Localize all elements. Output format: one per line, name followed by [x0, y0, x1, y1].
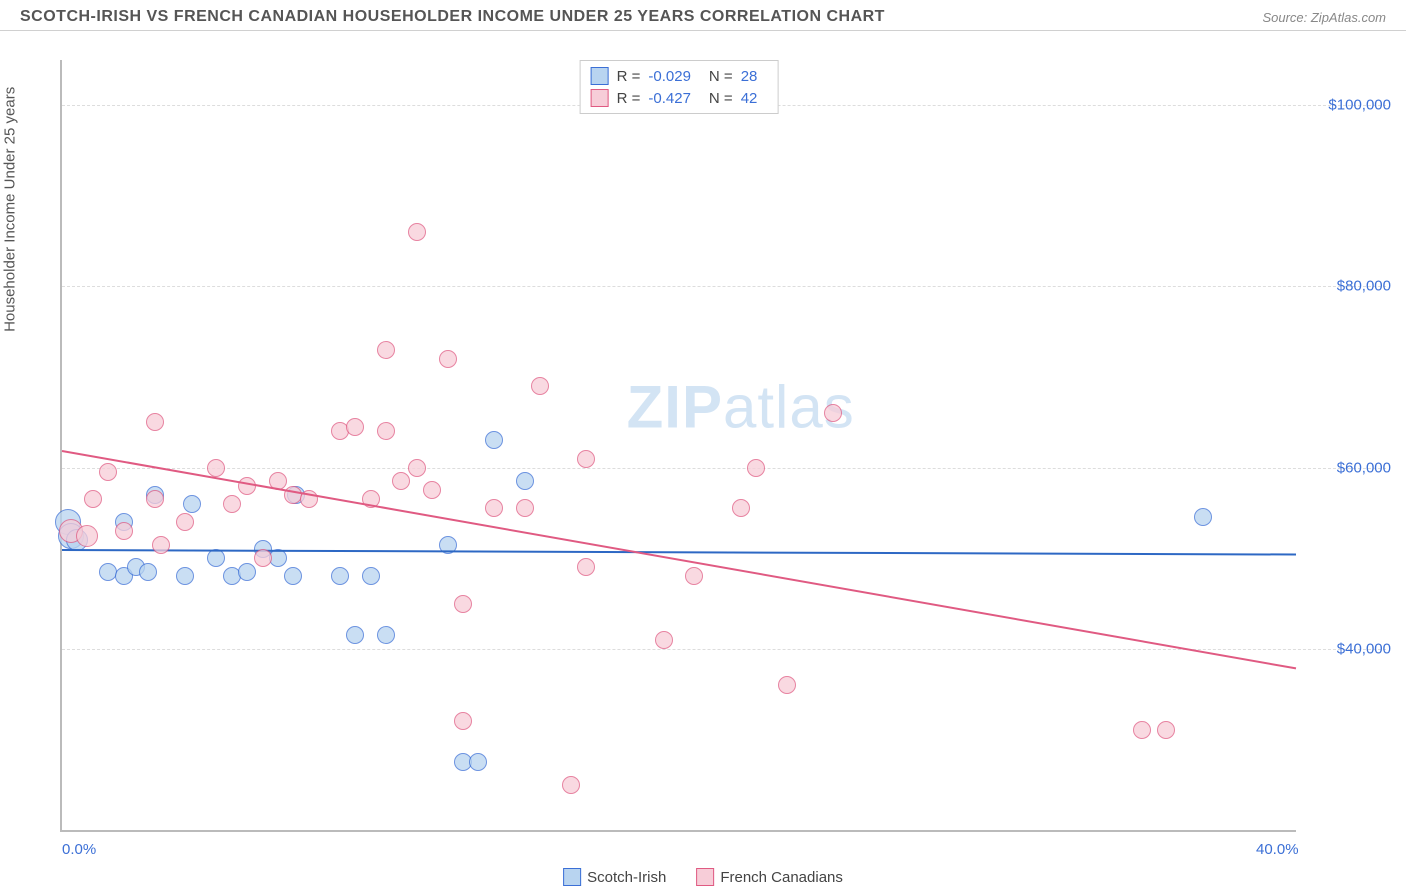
swatch-series-1	[591, 67, 609, 85]
y-axis-label: Householder Income Under 25 years	[2, 87, 19, 332]
scatter-point	[115, 522, 133, 540]
stats-row-1: R = -0.029 N = 28	[591, 65, 768, 87]
scatter-point	[577, 450, 595, 468]
scatter-point	[146, 413, 164, 431]
scatter-point	[284, 567, 302, 585]
scatter-point	[408, 223, 426, 241]
scatter-point	[207, 549, 225, 567]
stat-n-value-2: 42	[741, 90, 758, 107]
scatter-point	[562, 776, 580, 794]
scatter-point	[408, 459, 426, 477]
legend-label-2: French Canadians	[720, 869, 843, 886]
y-tick-label: $40,000	[1306, 640, 1391, 657]
scatter-point	[531, 377, 549, 395]
y-tick-label: $80,000	[1306, 278, 1391, 295]
scatter-point	[454, 712, 472, 730]
scatter-point	[485, 499, 503, 517]
scatter-point	[176, 513, 194, 531]
gridline	[62, 468, 1386, 469]
scatter-point	[655, 631, 673, 649]
scatter-point	[377, 422, 395, 440]
stats-legend: R = -0.029 N = 28 R = -0.427 N = 42	[580, 60, 779, 114]
scatter-point	[223, 495, 241, 513]
scatter-point	[1133, 721, 1151, 739]
scatter-point	[778, 676, 796, 694]
scatter-point	[346, 626, 364, 644]
x-tick-label: 40.0%	[1256, 841, 1299, 858]
scatter-point	[1157, 721, 1175, 739]
stats-row-2: R = -0.427 N = 42	[591, 87, 768, 109]
y-tick-label: $100,000	[1306, 97, 1391, 114]
scatter-point	[747, 459, 765, 477]
chart-area: Householder Income Under 25 years ZIPatl…	[20, 40, 1396, 852]
y-tick-label: $60,000	[1306, 459, 1391, 476]
legend-item-2: French Canadians	[696, 868, 843, 886]
scatter-point	[732, 499, 750, 517]
legend-label-1: Scotch-Irish	[587, 869, 666, 886]
scatter-point	[176, 567, 194, 585]
x-tick-label: 0.0%	[62, 841, 96, 858]
stat-r-label-2: R =	[617, 90, 641, 107]
legend-item-1: Scotch-Irish	[563, 868, 666, 886]
scatter-point	[84, 490, 102, 508]
header: SCOTCH-IRISH VS FRENCH CANADIAN HOUSEHOL…	[0, 0, 1406, 31]
stat-n-label-2: N =	[709, 90, 733, 107]
scatter-point	[238, 563, 256, 581]
stat-r-value-2: -0.427	[648, 90, 691, 107]
scatter-point	[346, 418, 364, 436]
plot-region: ZIPatlas R = -0.029 N = 28 R = -0.427 N …	[60, 60, 1296, 832]
stat-r-label-1: R =	[617, 68, 641, 85]
gridline	[62, 286, 1386, 287]
scatter-point	[254, 549, 272, 567]
legend-swatch-2	[696, 868, 714, 886]
stat-n-value-1: 28	[741, 68, 758, 85]
trend-line	[62, 549, 1296, 556]
scatter-point	[139, 563, 157, 581]
scatter-point	[485, 431, 503, 449]
scatter-point	[392, 472, 410, 490]
swatch-series-2	[591, 89, 609, 107]
scatter-point	[469, 753, 487, 771]
scatter-point	[423, 481, 441, 499]
scatter-point	[183, 495, 201, 513]
scatter-point	[377, 341, 395, 359]
watermark: ZIPatlas	[627, 372, 855, 441]
scatter-point	[377, 626, 395, 644]
legend-swatch-1	[563, 868, 581, 886]
scatter-point	[1194, 508, 1212, 526]
scatter-point	[269, 549, 287, 567]
scatter-point	[362, 567, 380, 585]
scatter-point	[439, 350, 457, 368]
bottom-legend: Scotch-Irish French Canadians	[563, 868, 843, 886]
scatter-point	[76, 525, 98, 547]
watermark-bold: ZIP	[627, 373, 723, 440]
stat-n-label-1: N =	[709, 68, 733, 85]
scatter-point	[577, 558, 595, 576]
scatter-point	[516, 499, 534, 517]
scatter-point	[454, 595, 472, 613]
scatter-point	[207, 459, 225, 477]
trend-line	[62, 450, 1296, 669]
scatter-point	[516, 472, 534, 490]
chart-title: SCOTCH-IRISH VS FRENCH CANADIAN HOUSEHOL…	[20, 8, 885, 26]
scatter-point	[99, 463, 117, 481]
scatter-point	[685, 567, 703, 585]
source-attribution: Source: ZipAtlas.com	[1262, 10, 1386, 25]
scatter-point	[146, 490, 164, 508]
scatter-point	[331, 567, 349, 585]
scatter-point	[824, 404, 842, 422]
scatter-point	[152, 536, 170, 554]
stat-r-value-1: -0.029	[648, 68, 691, 85]
chart-container: SCOTCH-IRISH VS FRENCH CANADIAN HOUSEHOL…	[0, 0, 1406, 892]
